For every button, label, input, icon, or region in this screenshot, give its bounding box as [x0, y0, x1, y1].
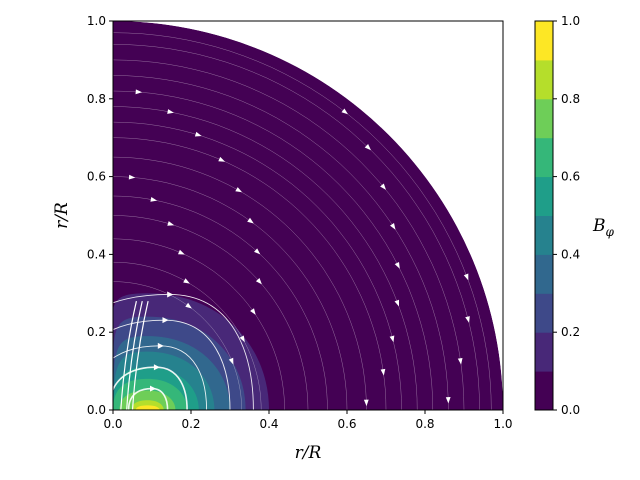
streamline-arrow — [167, 109, 174, 114]
streamline-arrow — [389, 335, 395, 343]
colorbar-tick-label: 0.6 — [561, 170, 580, 184]
field-streamlines — [113, 32, 492, 410]
streamline-axis — [126, 300, 143, 410]
streamline-arc — [113, 195, 328, 410]
colorbar-tick-label: 0.4 — [561, 247, 580, 261]
colorbar-band — [535, 21, 553, 61]
streamline-arc — [113, 176, 348, 410]
colorbar-tick-label: 0.2 — [561, 325, 580, 339]
x-axis: 0.0 0.2 0.4 0.6 0.8 1.0 — [103, 410, 513, 431]
colorbar-band — [535, 176, 553, 216]
streamline-axis — [120, 300, 137, 410]
colorbar-label: Bφ — [592, 216, 615, 239]
colorbar-tick-label: 0.0 — [561, 403, 580, 417]
streamline-arc — [113, 137, 387, 410]
x-tick-label: 0.6 — [337, 417, 356, 431]
streamline-arc — [113, 215, 309, 410]
streamline-arrow — [167, 221, 175, 226]
streamline-arrow — [363, 399, 369, 407]
streamline-arrow — [247, 217, 254, 224]
streamline-arrow — [162, 317, 169, 324]
streamline-arc — [113, 59, 465, 410]
colorbar-frame — [534, 20, 554, 411]
colorbar-ticks: 0.0 0.2 0.4 0.6 0.8 1.0 — [553, 14, 580, 417]
streamline-arrow — [457, 358, 463, 365]
streamline-arrow — [254, 248, 261, 255]
y-tick-label: 1.0 — [87, 14, 106, 28]
streamline-arrow — [135, 89, 143, 95]
streamline-arrow — [394, 262, 400, 269]
streamline-arrow — [235, 187, 243, 193]
x-tick-label: 0.2 — [181, 417, 200, 431]
streamline-arrow — [380, 368, 386, 376]
x-tick-label: 1.0 — [493, 417, 512, 431]
streamline-arrow — [150, 197, 158, 202]
streamline-arrow — [150, 385, 156, 392]
colorbar-band — [535, 215, 553, 255]
streamline-arc — [113, 238, 285, 410]
streamline-arrow — [255, 278, 262, 285]
streamline-arrow — [228, 357, 234, 365]
streamline-arc — [113, 106, 418, 410]
y-tick-label: 0.4 — [87, 247, 106, 261]
streamline-arc — [113, 281, 242, 410]
y-axis-label: r/R — [52, 202, 72, 229]
x-tick-label: 0.0 — [103, 417, 122, 431]
streamline-arrow — [394, 299, 399, 307]
plot-area: 0.0 0.2 0.4 0.6 0.8 1.0 0.0 0.2 0.4 0.6 0.8 1.0 r/… — [52, 14, 513, 463]
streamline-arrow — [239, 335, 245, 343]
y-axis: 0.0 0.2 0.4 0.6 0.8 1.0 — [87, 14, 113, 417]
colorbar-band — [535, 293, 553, 333]
x-tick-label: 0.4 — [259, 417, 278, 431]
streamline-arrow — [463, 273, 469, 281]
colorbar-band — [535, 137, 553, 178]
x-tick-label: 0.8 — [415, 417, 434, 431]
streamline-arrow — [178, 249, 185, 255]
streamline-arc — [113, 90, 433, 410]
y-tick-label: 0.2 — [87, 325, 106, 339]
colorbar-band — [535, 59, 553, 100]
streamline-arc — [113, 44, 480, 410]
x-axis-label: r/R — [295, 443, 322, 463]
streamline-arrow — [153, 364, 160, 371]
colorbar-band — [535, 332, 553, 372]
streamline-arrow — [445, 397, 451, 404]
colorbar-band — [535, 371, 553, 411]
streamline-arrow — [157, 342, 164, 349]
streamline-arc — [113, 32, 492, 410]
y-tick-label: 0.6 — [87, 170, 106, 184]
streamline-axis — [131, 300, 149, 410]
streamline-arrow — [128, 174, 136, 180]
colorbar-tick-label: 0.8 — [561, 92, 580, 106]
streamline-arrow — [183, 278, 190, 284]
y-tick-label: 0.0 — [87, 403, 106, 417]
streamline-arrow — [218, 156, 226, 162]
y-tick-label: 0.8 — [87, 92, 106, 106]
colorbar-band — [535, 98, 553, 139]
streamline-arc — [113, 121, 402, 410]
streamline-arrow — [185, 302, 192, 309]
streamline-arc — [113, 156, 367, 410]
contour-fills — [113, 21, 503, 410]
streamline-arrow — [390, 223, 396, 230]
streamline-arrow — [167, 291, 174, 298]
streamline-arrow — [380, 183, 386, 190]
streamline-arrow — [194, 131, 202, 137]
contour-band-level-0.9 — [135, 405, 160, 410]
streamline-arc — [113, 262, 262, 410]
streamline-arrow — [250, 308, 256, 315]
streamline-arrow — [465, 316, 470, 323]
axes-frame — [112, 20, 504, 411]
streamline-arrow — [364, 144, 371, 151]
colorbar: 0.0 0.2 0.4 0.6 0.8 1.0 Bφ — [534, 14, 615, 417]
colorbar-tick-label: 1.0 — [561, 14, 580, 28]
colorbar-bands — [535, 21, 553, 411]
colorbar-band — [535, 254, 553, 294]
streamline-arc — [113, 75, 449, 410]
streamline-arrow — [341, 108, 348, 115]
